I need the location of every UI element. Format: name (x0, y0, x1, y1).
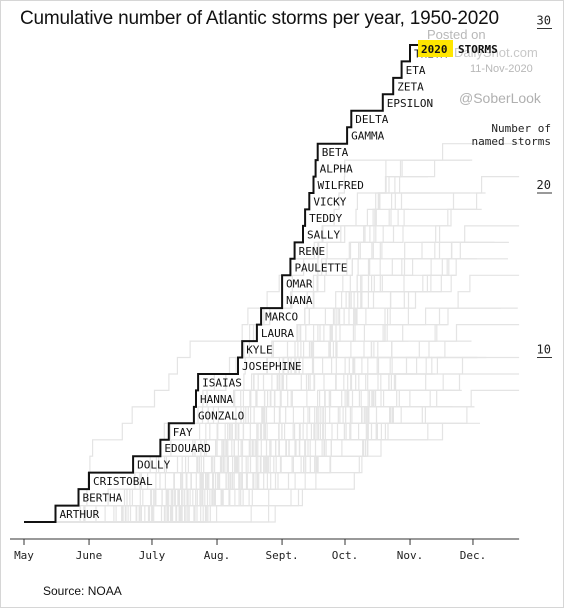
x-tick-label: May (14, 549, 34, 562)
y-tick-label: 20 (537, 178, 551, 192)
history-line (24, 373, 460, 523)
watermark-handle: @SoberLook (459, 90, 541, 106)
history-line (24, 373, 435, 523)
y-axis-title-line1: Number of (491, 122, 551, 135)
storm-label: ISAIAS (202, 376, 242, 389)
history-line (24, 241, 480, 523)
storm-label: BERTHA (83, 492, 123, 505)
history-line (24, 192, 430, 523)
legend-storms: STORMS (458, 43, 498, 56)
historical-storm-lines (24, 143, 520, 523)
history-line (24, 176, 520, 523)
x-tick-label: Aug. (204, 549, 231, 562)
x-tick-label: June (76, 549, 103, 562)
history-line (24, 176, 429, 523)
y-axis-title-line2: named storms (472, 135, 551, 148)
line-2020 (24, 44, 436, 523)
storm-label: DOLLY (137, 459, 170, 472)
x-tick-label: Oct. (332, 549, 359, 562)
storm-label: ALPHA (320, 163, 353, 176)
storm-label: RENE (299, 245, 326, 258)
storm-label: ARTHUR (59, 508, 99, 521)
history-line (24, 208, 482, 523)
series-2020: ARTHUR BERTHA CRISTOBAL DOLLY EDOUARD FAY GONZ… (24, 44, 448, 523)
watermark-posted-on: Posted on (427, 27, 486, 42)
storm-label: HANNA (200, 393, 233, 406)
x-tick-label: Sept. (265, 549, 298, 562)
storm-label: JOSEPHINE (242, 360, 302, 373)
storm-label: OMAR (286, 278, 313, 291)
storm-label: DELTA (355, 113, 388, 126)
x-tick-label: July (139, 549, 166, 562)
history-line (24, 340, 374, 523)
history-line (24, 274, 520, 523)
storm-label: ZETA (397, 80, 424, 93)
storm-label: CRISTOBAL (93, 475, 153, 488)
storm-label: ETA (406, 64, 426, 77)
history-line (24, 274, 456, 523)
storm-label: BETA (322, 146, 349, 159)
storm-label: KYLE (246, 344, 273, 357)
chart-title: Cumulative number of Atlantic storms per… (20, 8, 499, 29)
storm-label: WILFRED (318, 179, 364, 192)
storm-label: GONZALO (198, 409, 244, 422)
storm-label: SALLY (307, 228, 340, 241)
legend: 2020 STORMS Number of named storms (418, 40, 551, 148)
x-tick-label: Nov. (397, 549, 424, 562)
y-tick-label: 10 (537, 343, 551, 357)
history-line (24, 340, 472, 523)
history-line (24, 373, 400, 523)
x-axis: May June July Aug. Sept. Oct. Nov. Dec. (10, 538, 520, 562)
storm-label: EDOUARD (164, 442, 210, 455)
storm-label: LAURA (261, 327, 294, 340)
legend-year-highlight (418, 40, 453, 57)
storm-label: TEDDY (309, 212, 342, 225)
watermark-date: 11-Nov-2020 (470, 63, 533, 75)
history-line (24, 356, 477, 523)
storm-label: VICKY (313, 195, 346, 208)
storm-label: NANA (286, 294, 313, 307)
storm-label: EPSILON (387, 97, 433, 110)
storm-label: GAMMA (351, 130, 384, 143)
y-tick-label: 30 (537, 14, 551, 28)
history-line (24, 340, 409, 523)
storm-label: PAULETTE (294, 261, 347, 274)
storm-label: FAY (173, 426, 193, 439)
history-line (24, 307, 518, 523)
x-tick-label: Dec. (460, 549, 487, 562)
history-line (24, 208, 410, 523)
history-line (24, 241, 495, 523)
source-note: Source: NOAA (43, 584, 122, 598)
legend-year: 2020 (421, 43, 448, 56)
storm-label: MARCO (265, 311, 298, 324)
watermark-site: DailyShot.com (454, 45, 538, 60)
y-axis: 10 20 30 (537, 14, 552, 358)
